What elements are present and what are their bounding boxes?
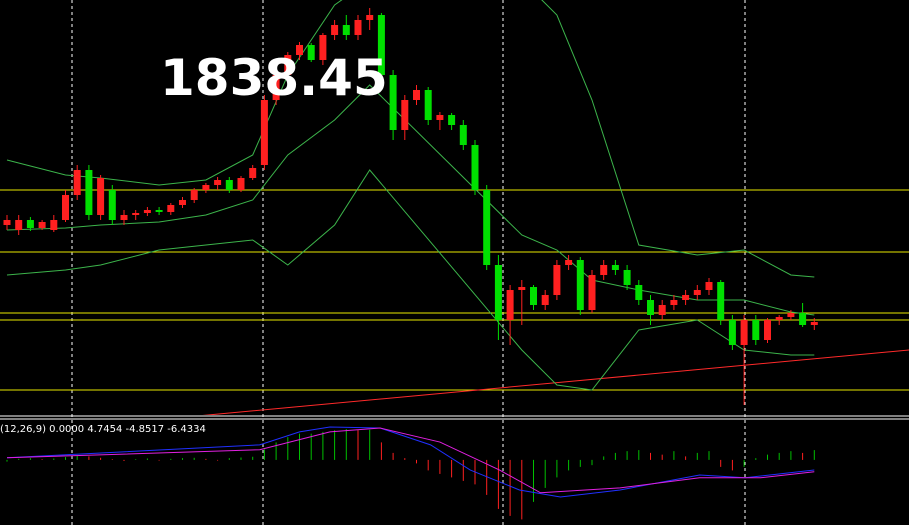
candle-body [389, 75, 397, 130]
main-panel [0, 0, 909, 415]
candle-body [576, 260, 584, 310]
candle-body [635, 285, 643, 300]
candle-body [179, 200, 186, 205]
candle-body [354, 20, 362, 35]
candle-body [541, 295, 549, 305]
candle-body [611, 265, 619, 270]
candle-body [342, 25, 350, 35]
candle-body [787, 313, 795, 317]
candle-body [85, 170, 93, 215]
candle-body [717, 282, 725, 320]
candle-body [740, 320, 748, 345]
candle-body [249, 168, 257, 178]
trendline [202, 349, 909, 415]
candle-body [799, 313, 807, 325]
candle-body [471, 145, 479, 190]
candle-body [506, 290, 514, 320]
candle-body [284, 55, 292, 75]
candle-body [682, 295, 690, 300]
candle-body [775, 317, 783, 320]
candle-body [588, 275, 596, 310]
candle-body [272, 75, 280, 100]
candle-body [413, 90, 420, 100]
candle-body [810, 322, 818, 325]
band-upper [6, 0, 815, 278]
candle-body [553, 265, 561, 295]
candle-body [167, 205, 175, 212]
band-lower [6, 169, 815, 391]
price-label: 1838.45 [160, 49, 388, 107]
candle-body [436, 115, 444, 120]
candle-body [260, 100, 268, 165]
candle-body [693, 290, 701, 295]
candle-body [728, 320, 736, 345]
candle-body [518, 287, 526, 290]
candle-body [237, 178, 245, 190]
candle-body [764, 320, 771, 340]
candle-body [600, 265, 608, 275]
candle-body [752, 320, 760, 340]
candle-body [3, 220, 11, 225]
candle-body [132, 213, 140, 215]
candle-body [401, 100, 409, 130]
macd-line [6, 426, 815, 498]
candle-body [459, 125, 467, 145]
candle-body [319, 35, 327, 60]
macd-panel [6, 426, 815, 520]
candle-body [38, 222, 46, 228]
candle-body [26, 220, 34, 228]
candle-body [670, 300, 678, 305]
candle-body [73, 170, 81, 195]
band-middle [6, 84, 815, 316]
candle-body [296, 45, 303, 55]
candle-body [155, 210, 163, 212]
candle-body [225, 180, 233, 190]
candle-body [483, 190, 491, 265]
candle-body [448, 115, 456, 125]
candle-body [62, 195, 69, 220]
candle-body [658, 305, 666, 315]
candle-body [143, 210, 151, 213]
candle-body [15, 220, 23, 230]
candle-body [565, 260, 573, 265]
candle-body [108, 190, 116, 220]
candle-body [424, 90, 432, 120]
candle-body [214, 180, 222, 185]
candle-body [705, 282, 713, 290]
candle-body [366, 15, 374, 20]
candle-body [120, 215, 128, 220]
candle-body [307, 45, 315, 60]
candle-body [377, 15, 385, 75]
candle-body [202, 185, 210, 190]
candle-body [530, 287, 537, 305]
candle-body [331, 25, 339, 35]
macd-label: (12,26,9) 0.0000 4.7454 -4.8517 -6.4334 [0, 424, 206, 435]
candle-body [494, 265, 502, 320]
macd-line [6, 427, 815, 494]
candle-body [647, 300, 654, 315]
candle-body [97, 178, 105, 215]
candle-body [623, 270, 631, 285]
candle-body [190, 190, 198, 200]
candle-body [50, 220, 58, 230]
